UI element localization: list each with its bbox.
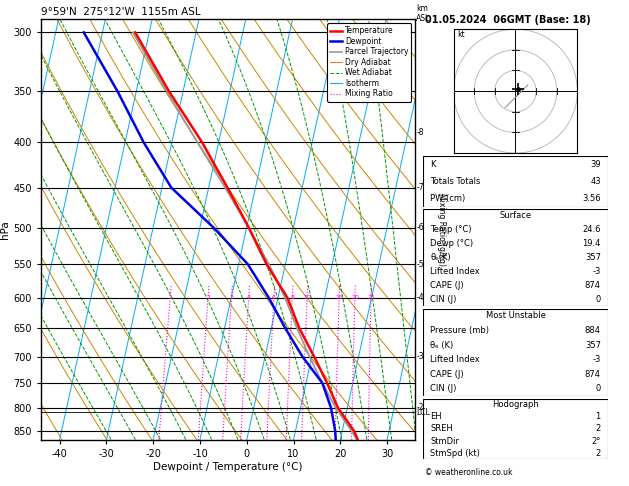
- Text: 39: 39: [590, 159, 601, 169]
- Text: θₑ (K): θₑ (K): [430, 341, 454, 349]
- Text: 0: 0: [596, 295, 601, 304]
- Text: 357: 357: [585, 253, 601, 262]
- Text: -8: -8: [416, 128, 424, 138]
- Text: -3: -3: [593, 267, 601, 276]
- Text: 1: 1: [596, 412, 601, 421]
- Text: 2°: 2°: [591, 436, 601, 446]
- Text: -2: -2: [416, 403, 424, 412]
- Text: CAPE (J): CAPE (J): [430, 370, 464, 379]
- Text: 2: 2: [206, 295, 210, 300]
- Text: 25: 25: [367, 295, 375, 300]
- Text: θₑ(K): θₑ(K): [430, 253, 451, 262]
- Text: Hodograph: Hodograph: [492, 400, 539, 409]
- Text: CAPE (J): CAPE (J): [430, 281, 464, 290]
- Text: 2: 2: [596, 424, 601, 434]
- Text: -7: -7: [416, 183, 424, 192]
- Text: Temp (°C): Temp (°C): [430, 226, 472, 234]
- Text: 357: 357: [585, 341, 601, 349]
- Text: 874: 874: [585, 370, 601, 379]
- Text: 19.4: 19.4: [582, 239, 601, 248]
- Text: Totals Totals: Totals Totals: [430, 176, 481, 186]
- Text: 24.6: 24.6: [582, 226, 601, 234]
- Text: 884: 884: [585, 326, 601, 335]
- Text: CIN (J): CIN (J): [430, 384, 457, 393]
- Text: 1: 1: [168, 295, 172, 300]
- Text: 0: 0: [596, 384, 601, 393]
- Text: LCL: LCL: [416, 408, 430, 417]
- Text: K: K: [430, 159, 436, 169]
- Text: 10: 10: [303, 295, 311, 300]
- Text: -4: -4: [416, 293, 424, 302]
- Text: CIN (J): CIN (J): [430, 295, 457, 304]
- Text: 43: 43: [590, 176, 601, 186]
- Text: 3.56: 3.56: [582, 193, 601, 203]
- Text: km
ASL: km ASL: [416, 4, 430, 23]
- Text: StmSpd (kt): StmSpd (kt): [430, 449, 480, 458]
- Text: Most Unstable: Most Unstable: [486, 312, 545, 320]
- Text: 6: 6: [272, 295, 276, 300]
- Text: 8: 8: [291, 295, 294, 300]
- Y-axis label: hPa: hPa: [1, 220, 11, 239]
- Text: -6: -6: [416, 224, 424, 232]
- Text: Surface: Surface: [499, 211, 532, 221]
- X-axis label: Dewpoint / Temperature (°C): Dewpoint / Temperature (°C): [153, 462, 303, 471]
- Text: Lifted Index: Lifted Index: [430, 267, 480, 276]
- Text: Pressure (mb): Pressure (mb): [430, 326, 489, 335]
- Text: 16: 16: [335, 295, 343, 300]
- Text: SREH: SREH: [430, 424, 453, 434]
- Text: Mixing Ratio (g/kg): Mixing Ratio (g/kg): [437, 193, 446, 266]
- Text: © weatheronline.co.uk: © weatheronline.co.uk: [425, 468, 512, 477]
- Text: PW (cm): PW (cm): [430, 193, 465, 203]
- Text: 9°59'N  275°12'W  1155m ASL: 9°59'N 275°12'W 1155m ASL: [41, 7, 201, 17]
- Text: Lifted Index: Lifted Index: [430, 355, 480, 364]
- Text: -5: -5: [416, 260, 424, 269]
- Text: 874: 874: [585, 281, 601, 290]
- Text: StmDir: StmDir: [430, 436, 459, 446]
- Text: kt: kt: [458, 31, 465, 39]
- Text: -3: -3: [416, 352, 424, 361]
- Text: 01.05.2024  06GMT (Base: 18): 01.05.2024 06GMT (Base: 18): [425, 15, 591, 25]
- Text: EH: EH: [430, 412, 442, 421]
- Text: Dewp (°C): Dewp (°C): [430, 239, 473, 248]
- Text: -3: -3: [593, 355, 601, 364]
- Text: 2: 2: [596, 449, 601, 458]
- Text: 20: 20: [351, 295, 359, 300]
- Text: 3: 3: [230, 295, 233, 300]
- Legend: Temperature, Dewpoint, Parcel Trajectory, Dry Adiabat, Wet Adiabat, Isotherm, Mi: Temperature, Dewpoint, Parcel Trajectory…: [327, 23, 411, 102]
- Text: 4: 4: [247, 295, 251, 300]
